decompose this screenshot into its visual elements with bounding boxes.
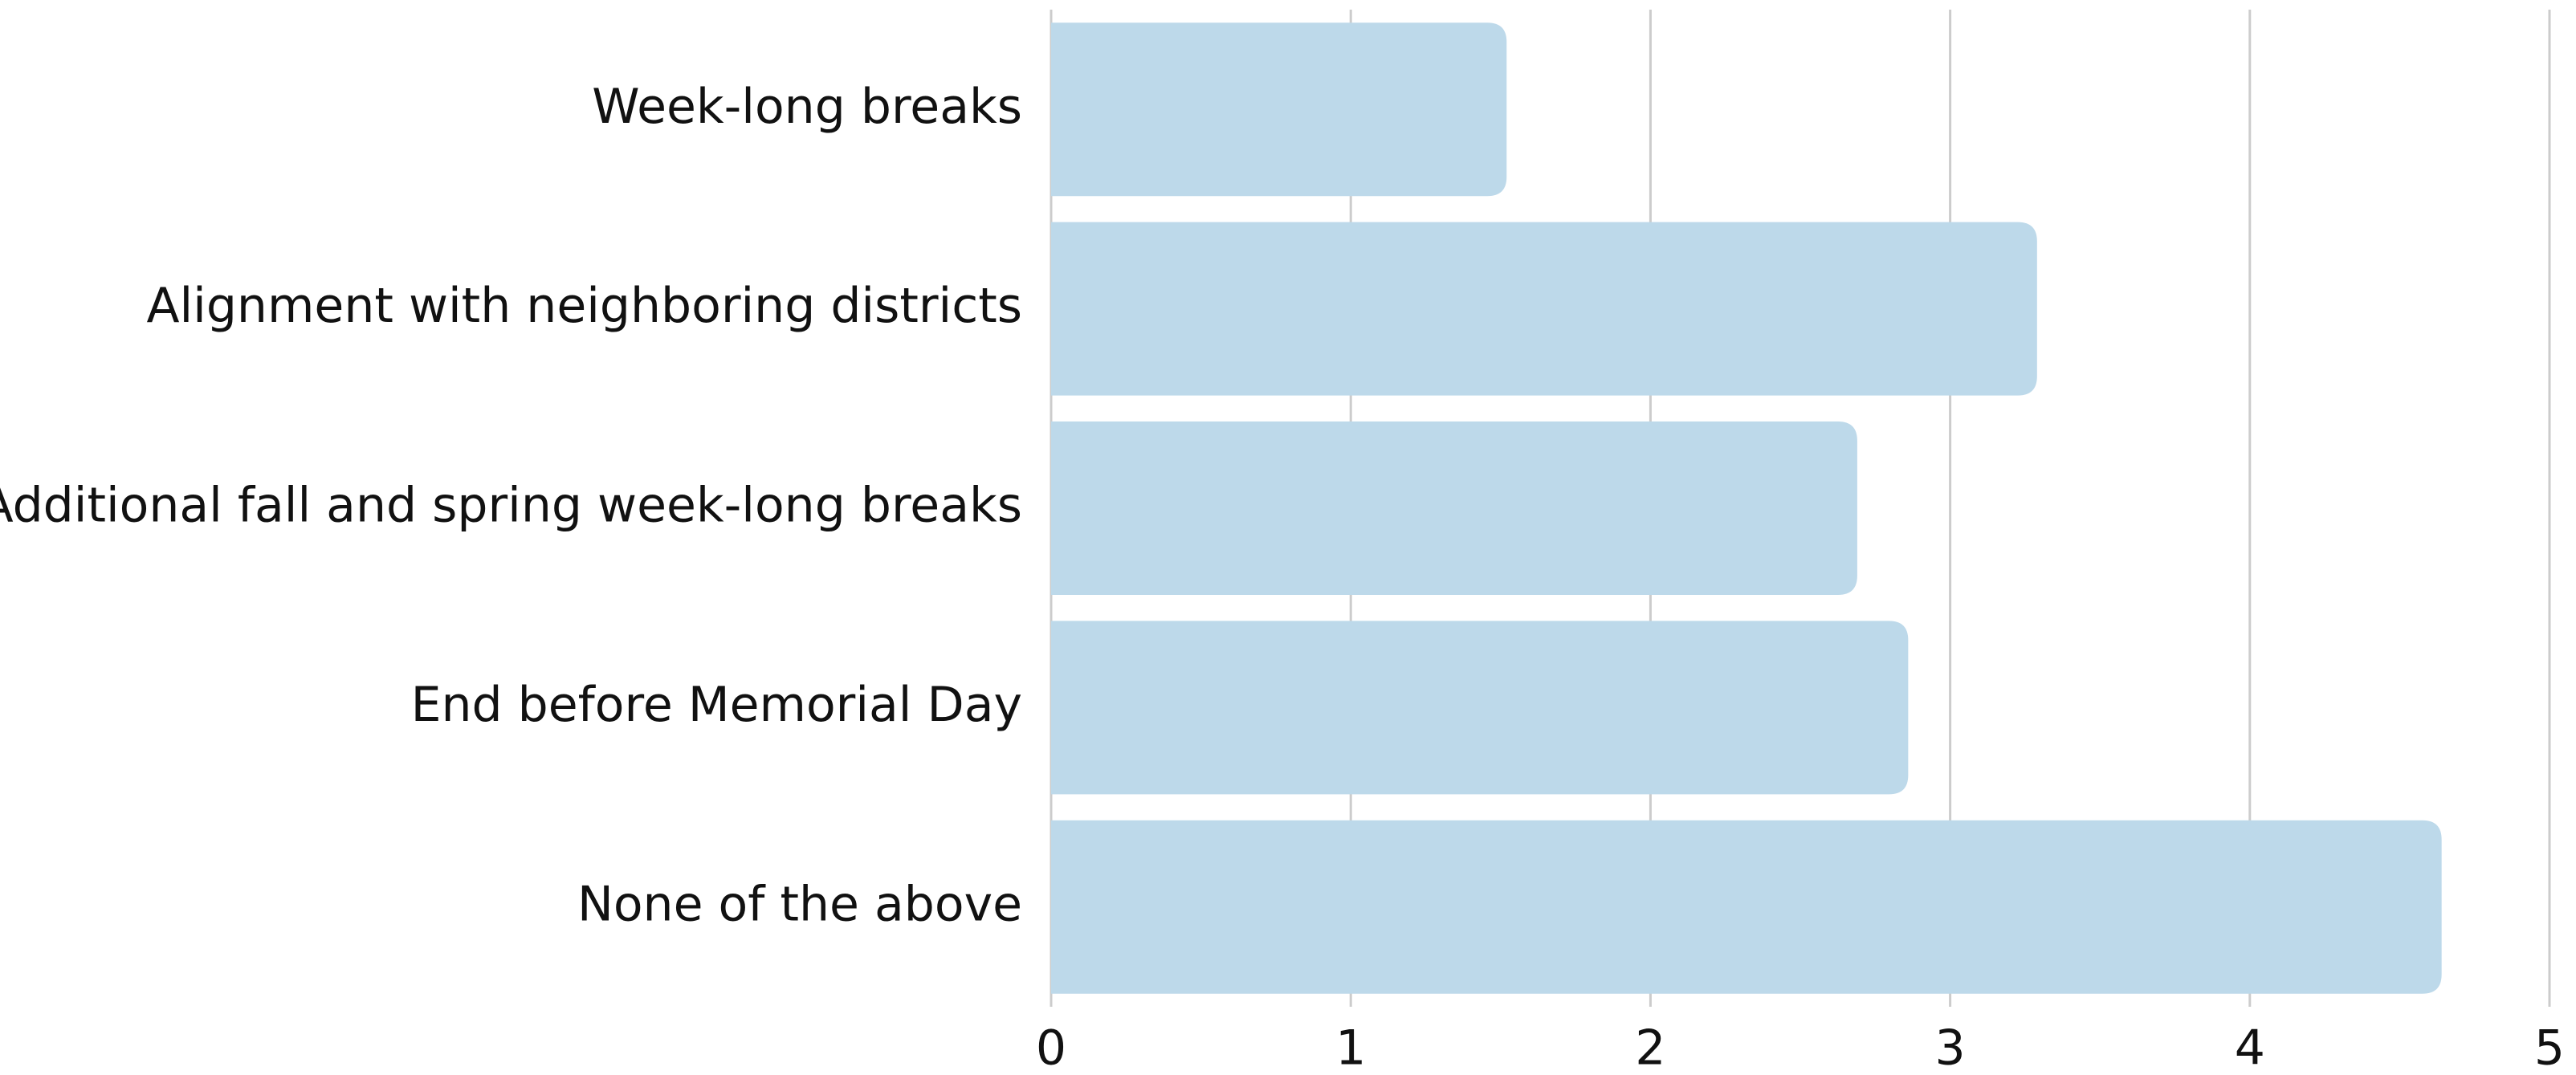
y-tick-label: None of the above [577, 876, 1022, 932]
bar [1051, 222, 2037, 396]
bar [1051, 621, 1909, 795]
y-tick-label: Week-long breaks [592, 79, 1022, 135]
x-tick-label: 1 [1335, 1020, 1366, 1075]
y-tick-label: End before Memorial Day [411, 677, 1022, 733]
x-tick-label: 0 [1036, 1020, 1066, 1075]
y-tick-label: Alignment with neighboring districts [146, 278, 1022, 334]
x-tick-label: 4 [2235, 1020, 2265, 1075]
bar [1051, 820, 2442, 994]
x-tick-label: 3 [1935, 1020, 1966, 1075]
y-tick-label: Additional fall and spring week-long bre… [0, 478, 1022, 534]
x-tick-label: 2 [1635, 1020, 1665, 1075]
bar [1051, 421, 1857, 595]
x-tick-label: 5 [2534, 1020, 2565, 1075]
bar [1051, 22, 1507, 197]
